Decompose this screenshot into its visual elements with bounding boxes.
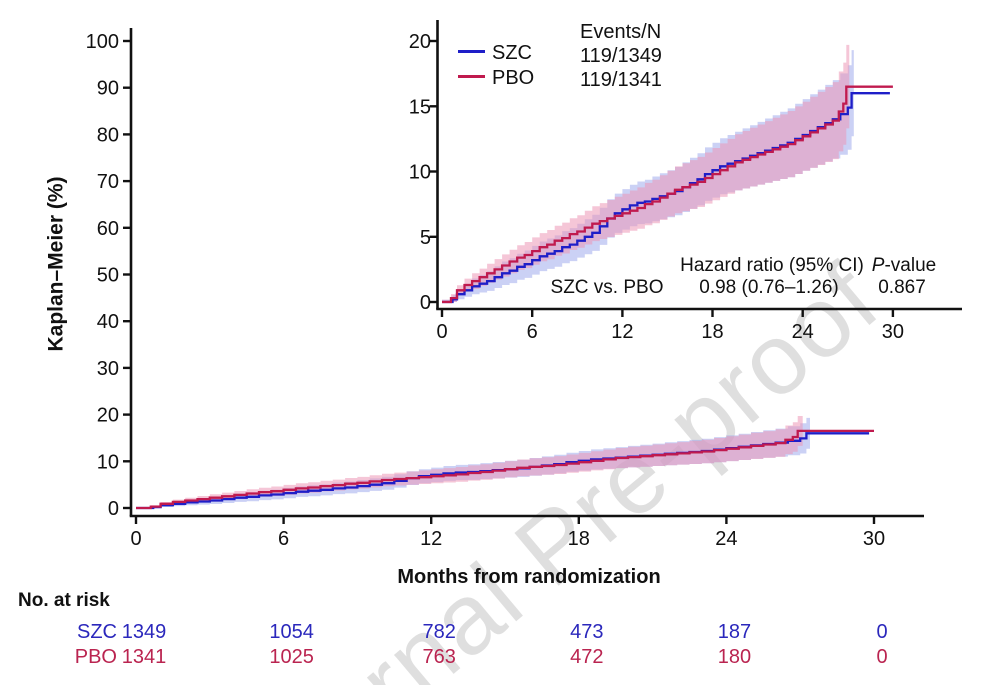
main-y-tick-label: 50 — [97, 265, 119, 287]
pbo-ci-band-main — [136, 406, 803, 508]
risk-count-szc-m0: 1349 — [121, 621, 167, 643]
inset-x-tick-label: 6 — [527, 321, 538, 343]
risk-count-szc-m6: 1054 — [269, 621, 314, 643]
inset-x-tick-label: 0 — [436, 321, 447, 343]
risk-count-szc-m18: 473 — [570, 621, 604, 643]
main-y-tick-label: 80 — [97, 124, 119, 146]
main-y-tick-label: 100 — [86, 31, 119, 53]
pbo-curve-main — [136, 429, 874, 510]
inset-y-tick-label: 5 — [420, 227, 431, 249]
risk-row-label-pbo: PBO — [74, 646, 117, 668]
risk-count-pbo-m6: 1025 — [269, 646, 314, 668]
main-x-tick-label: 0 — [130, 528, 141, 550]
inset-x-tick-label: 18 — [701, 321, 723, 343]
main-x-tick-label: 24 — [715, 528, 737, 550]
stats-p-value: 0.867 — [878, 277, 926, 298]
main-y-tick-label: 0 — [108, 498, 119, 520]
main-x-tick-label: 12 — [420, 528, 442, 550]
main-y-tick-label: 70 — [97, 171, 119, 193]
inset-x-tick-label: 12 — [611, 321, 633, 343]
inset-y-tick-label: 20 — [409, 31, 431, 53]
main-x-tick-label: 6 — [278, 528, 289, 550]
risk-table-title: No. at risk — [18, 590, 110, 611]
inset-x-tick-label: 24 — [792, 321, 814, 343]
main-y-tick-label: 40 — [97, 311, 119, 333]
risk-row-label-szc: SZC — [77, 621, 117, 643]
legend-events-header: Events/N — [580, 21, 662, 43]
risk-count-pbo-m12: 763 — [422, 646, 456, 668]
main-y-axis-title: Kaplan–Meier (%) — [44, 176, 68, 352]
inset-y-tick-label: 10 — [409, 162, 431, 184]
risk-count-pbo-m18: 472 — [570, 646, 604, 668]
risk-count-pbo-m24: 180 — [717, 646, 752, 668]
inset-plot-area — [442, 17, 893, 304]
inset-x-tick-label: 30 — [882, 321, 904, 343]
main-y-tick-label: 60 — [97, 218, 119, 240]
inset-y-tick-label: 0 — [420, 292, 431, 314]
main-x-axis-title: Months from randomization — [397, 566, 661, 588]
legend-line-szc-icon — [458, 50, 485, 53]
main-y-tick-label: 10 — [97, 451, 119, 473]
legend-label-pbo: PBO — [492, 67, 535, 89]
pbo-ci-band-inset — [442, 17, 850, 302]
risk-count-szc-m30: 0 — [876, 621, 888, 643]
main-y-tick-label: 20 — [97, 405, 119, 427]
stats-hr-header: Hazard ratio (95% CI) — [680, 255, 864, 276]
risk-count-pbo-m30: 0 — [876, 646, 888, 668]
legend-label-szc: SZC — [492, 42, 532, 64]
main-plot-area — [136, 406, 874, 510]
inset-y-tick-label: 15 — [409, 96, 431, 118]
main-x-tick-label: 18 — [568, 528, 590, 550]
risk-count-pbo-m0: 1341 — [121, 646, 167, 668]
stats-comparison: SZC vs. PBO — [550, 277, 664, 298]
stats-p-header: P-value — [871, 255, 937, 277]
stats-hr-value: 0.98 (0.76–1.26) — [699, 277, 839, 298]
stats-p-header-rest: -value — [884, 255, 937, 276]
main-x-tick-label: 30 — [863, 528, 885, 550]
stats-p-header-italic: P — [871, 255, 885, 276]
legend-line-pbo-icon — [458, 75, 485, 78]
risk-count-szc-m24: 187 — [717, 621, 752, 643]
pbo-curve-inset — [442, 85, 893, 304]
main-y-tick-label: 90 — [97, 78, 119, 100]
main-y-tick-label: 30 — [97, 358, 119, 380]
risk-count-szc-m12: 782 — [422, 621, 456, 643]
legend-events-pbo: 119/1341 — [580, 69, 662, 91]
legend-events-szc: 119/1349 — [580, 45, 662, 67]
